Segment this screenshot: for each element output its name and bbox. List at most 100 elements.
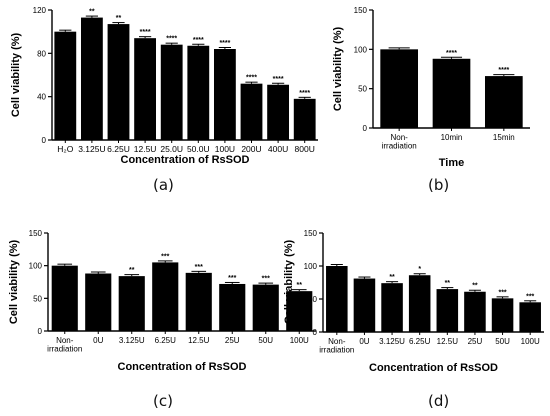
y-tick-label: 50 xyxy=(358,85,367,94)
significance-label: ** xyxy=(389,274,395,281)
significance-label: ** xyxy=(89,9,95,16)
bar xyxy=(491,298,514,332)
x-tick-label: 100U xyxy=(290,336,309,345)
x-tick-label: Non- xyxy=(328,337,346,346)
x-tick-label: 800U xyxy=(295,144,315,154)
x-tick-label: 0U xyxy=(93,336,103,345)
bar xyxy=(54,31,77,141)
x-tick-label: 3.125U xyxy=(119,336,145,345)
y-tick-label: 150 xyxy=(354,6,368,15)
bar xyxy=(160,44,183,140)
y-axis-label: Cell viability (%) xyxy=(332,26,344,111)
chart-b: 0 50 100 150 Non-irradiation **** 10min **** 15m… xyxy=(332,6,530,169)
y-tick-label: 100 xyxy=(354,45,368,54)
panel-label-c: (c) xyxy=(153,392,173,410)
y-tick-label: 0 xyxy=(363,124,368,133)
x-tick-label: irradiation xyxy=(382,142,417,151)
significance-label: **** xyxy=(193,37,204,44)
bar xyxy=(134,38,157,140)
x-tick-label: 12.5U xyxy=(134,144,157,154)
bar xyxy=(353,278,376,332)
x-tick-label: 25.0U xyxy=(160,144,183,154)
x-tick-label: irradiation xyxy=(319,346,354,355)
bar xyxy=(107,24,130,140)
panel-label-b: (b) xyxy=(428,176,450,194)
bar xyxy=(436,289,459,332)
bar xyxy=(519,302,541,332)
significance-label: ** xyxy=(472,283,478,290)
x-tick-label: 10min xyxy=(441,133,463,142)
bar xyxy=(219,283,246,331)
significance-label: **** xyxy=(166,36,177,43)
chart-a: 0 40 80 120 H₂O ** 3.125U ** 6.25U **** 12.5U **** 2… xyxy=(10,6,318,166)
x-tick-label: 6.25U xyxy=(107,144,130,154)
x-tick-label: Non- xyxy=(390,133,408,142)
bar xyxy=(484,76,523,128)
significance-label: **** xyxy=(219,40,230,47)
x-axis-label: Time xyxy=(439,157,464,169)
bar xyxy=(286,291,313,331)
y-tick-label: 0 xyxy=(313,328,318,337)
y-tick-label: 80 xyxy=(37,49,46,58)
bar xyxy=(240,83,263,140)
bar xyxy=(267,84,290,140)
bar xyxy=(213,49,236,140)
panel-label-a: (a) xyxy=(153,176,174,194)
x-tick-label: 6.25U xyxy=(409,337,431,346)
bar xyxy=(326,266,348,332)
bar xyxy=(432,58,471,129)
chart-d: 0 50 100 150 Non-irradiation 0U ** 3.125U * 6.25U… xyxy=(283,229,544,374)
x-tick-label: H₂O xyxy=(57,144,73,154)
bar xyxy=(185,272,212,331)
x-tick-label: 100U xyxy=(521,337,540,346)
bar xyxy=(408,275,431,332)
x-axis-label: Concentration of RsSOD xyxy=(369,362,498,374)
x-axis-label: Concentration of RsSOD xyxy=(118,361,247,373)
significance-label: **** xyxy=(273,76,284,83)
significance-label: **** xyxy=(446,50,457,57)
x-tick-label: Non- xyxy=(56,336,74,345)
bar xyxy=(252,284,279,331)
bar xyxy=(152,262,179,331)
significance-label: * xyxy=(418,266,421,273)
y-axis-label: Cell viability (%) xyxy=(8,239,20,324)
y-tick-label: 50 xyxy=(308,295,317,304)
significance-label: ** xyxy=(116,15,122,22)
significance-label: *** xyxy=(498,289,506,296)
x-tick-label: 400U xyxy=(268,144,288,154)
x-tick-label: 6.25U xyxy=(155,336,177,345)
x-tick-label: 25U xyxy=(225,336,240,345)
significance-label: *** xyxy=(161,253,169,260)
x-tick-label: 25U xyxy=(468,337,483,346)
bar xyxy=(381,283,403,332)
x-tick-label: 200U xyxy=(241,144,261,154)
y-tick-label: 100 xyxy=(29,262,43,271)
y-axis-label: Cell viability (%) xyxy=(10,32,22,117)
significance-label: **** xyxy=(246,75,257,82)
y-tick-label: 100 xyxy=(304,262,318,271)
x-tick-label: 0U xyxy=(359,337,369,346)
significance-label: **** xyxy=(299,90,310,97)
significance-label: *** xyxy=(195,264,203,271)
x-tick-label: 50U xyxy=(258,336,273,345)
y-tick-label: 150 xyxy=(29,229,43,238)
significance-label: ** xyxy=(297,282,303,289)
significance-label: *** xyxy=(262,276,270,283)
significance-label: **** xyxy=(498,67,509,74)
x-tick-label: 15min xyxy=(493,133,515,142)
bar xyxy=(187,45,210,140)
bar xyxy=(293,98,316,140)
significance-label: ** xyxy=(445,280,451,287)
chart-c: 0 50 100 150 Non-irradiation 0U ** 3.125U *** 6.2… xyxy=(8,229,316,373)
x-tick-label: irradiation xyxy=(47,345,82,354)
x-tick-label: 3.125U xyxy=(379,337,405,346)
y-tick-label: 0 xyxy=(42,136,47,145)
x-tick-label: 100U xyxy=(215,144,235,154)
significance-label: ** xyxy=(129,267,135,274)
significance-label: **** xyxy=(140,29,151,36)
bar xyxy=(85,273,112,331)
y-tick-label: 0 xyxy=(38,327,43,336)
bar xyxy=(464,291,486,332)
significance-label: *** xyxy=(228,275,236,282)
